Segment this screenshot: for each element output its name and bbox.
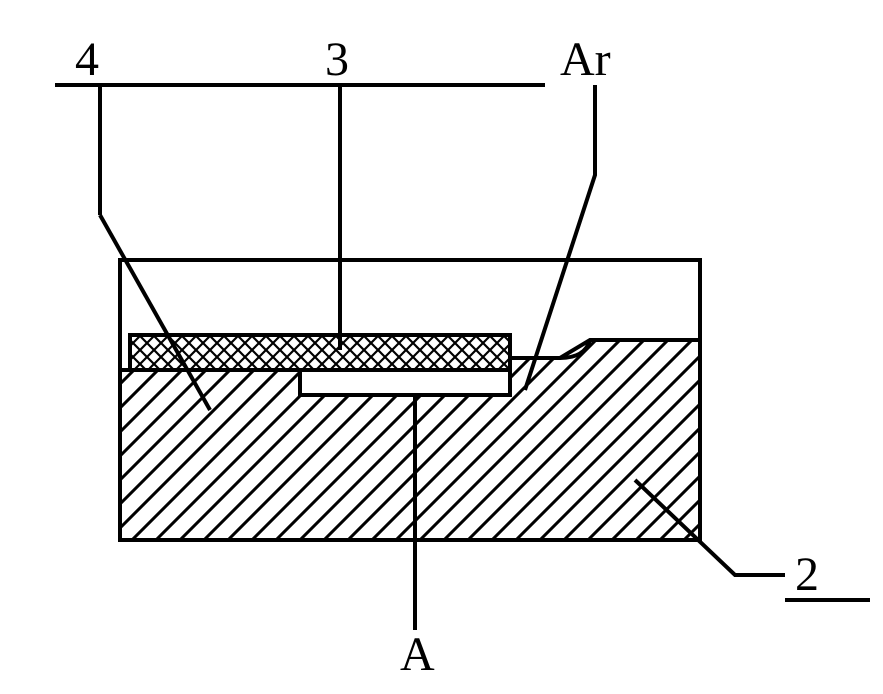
label-3: 3 (325, 33, 349, 86)
label-2: 2 (795, 548, 819, 601)
label-4: 4 (75, 33, 99, 86)
label-ar: Ar (560, 33, 611, 86)
crosshatch-bar (130, 335, 510, 370)
label-a: A (400, 628, 435, 681)
